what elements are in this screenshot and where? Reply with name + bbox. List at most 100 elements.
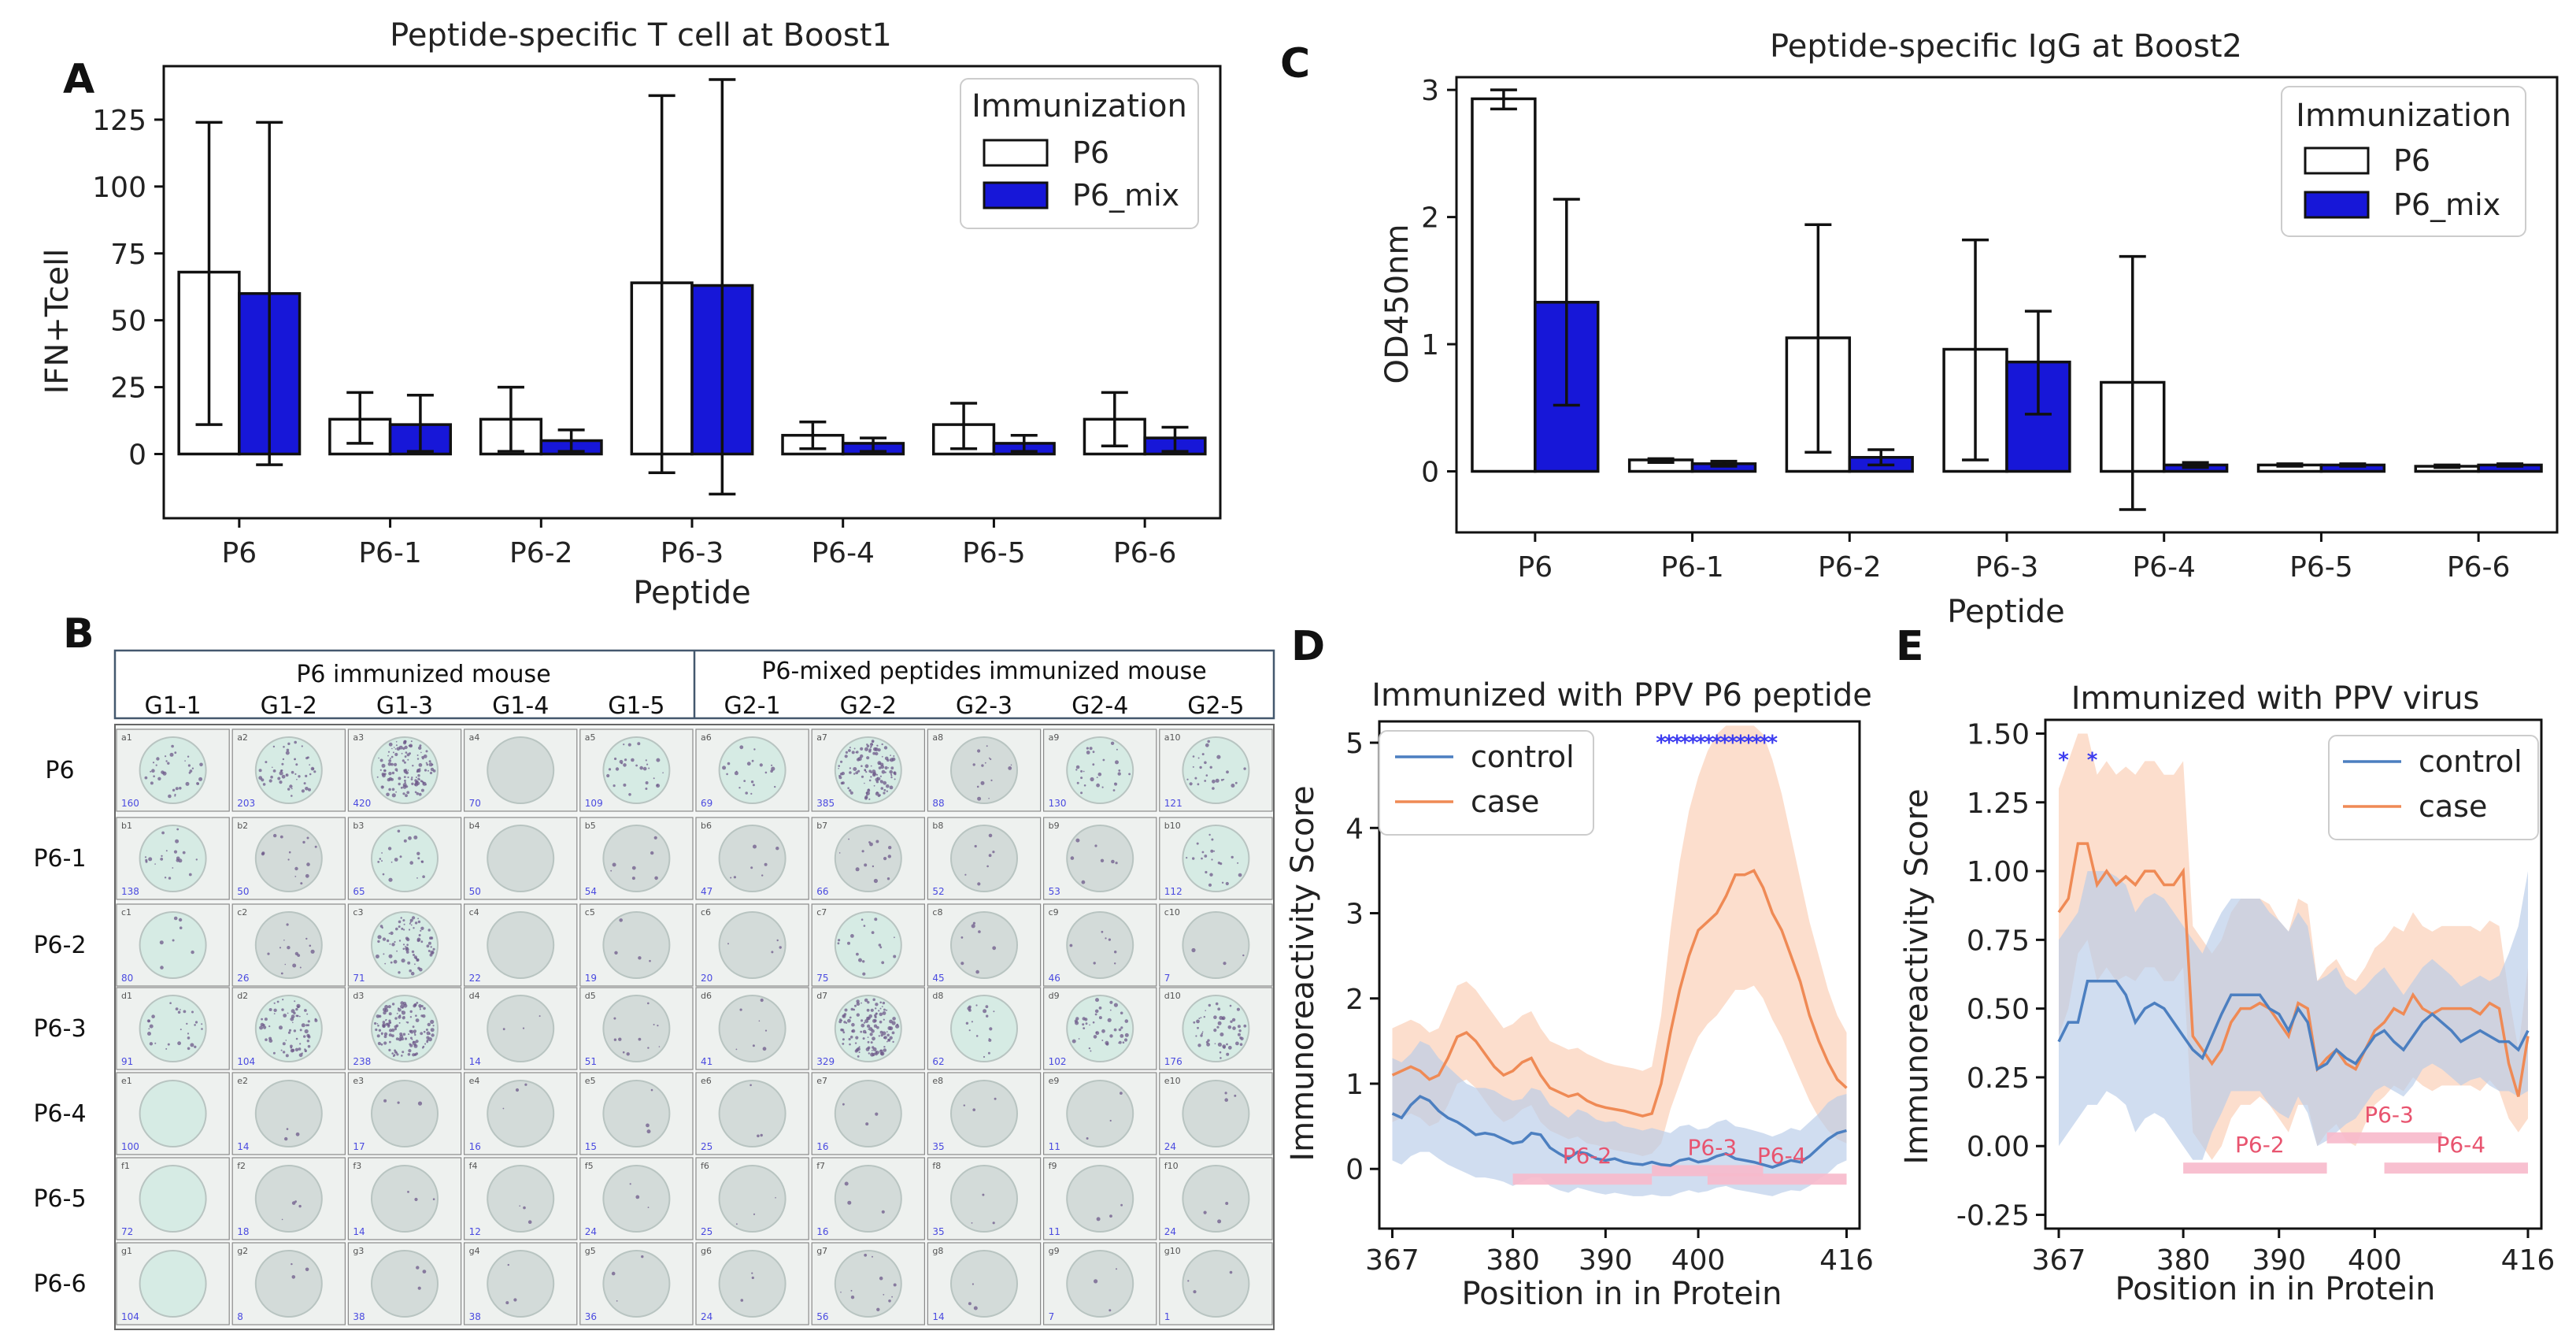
elispot-spot <box>872 772 877 776</box>
elispot-spot <box>191 1010 194 1014</box>
elispot-spot <box>377 861 380 863</box>
elispot-spot <box>284 1136 288 1141</box>
elispot-spot <box>381 763 386 768</box>
elispot-spot <box>265 1038 268 1041</box>
elispot-well-id: c2 <box>237 907 247 918</box>
elispot-spot <box>1227 1025 1232 1029</box>
elispot-spot <box>749 1084 752 1087</box>
elispot-well-id: a10 <box>1164 732 1181 743</box>
elispot-spot <box>282 999 284 1001</box>
elispot-spot <box>296 778 298 780</box>
elispot-well-id: g3 <box>353 1246 364 1256</box>
elispot-spot <box>884 766 888 770</box>
elispot-spot <box>416 937 421 942</box>
elispot-spot <box>873 784 875 787</box>
elispot-spot <box>507 1263 509 1266</box>
chart-c-xlabel: Peptide <box>1947 594 2065 630</box>
elispot-spot <box>1092 763 1095 766</box>
elispot-spot <box>288 851 291 854</box>
elispot-spot <box>306 1013 309 1015</box>
elispot-spot <box>986 865 989 868</box>
elispot-spot <box>1107 1018 1112 1022</box>
elispot-spot <box>871 931 875 934</box>
elispot-well <box>487 1080 555 1147</box>
elispot-well <box>1066 825 1134 892</box>
elispot-spot <box>878 1035 880 1037</box>
elispot-spot <box>1223 962 1227 966</box>
elispot-spot <box>1235 1041 1239 1046</box>
elispot-spot <box>890 773 892 776</box>
elispot-spot <box>840 760 843 763</box>
elispot-spot <box>502 1028 505 1031</box>
elispot-spot <box>175 1007 179 1010</box>
elispot-well-id: b5 <box>585 821 596 831</box>
elispot-spot <box>146 1019 150 1023</box>
elispot-spot <box>628 793 631 796</box>
elispot-spot <box>396 747 401 751</box>
elispot-spot <box>879 775 882 777</box>
elispot-spot <box>849 1043 851 1046</box>
y-tick-label: 0.25 <box>1967 1062 2030 1095</box>
elispot-spot <box>386 792 390 797</box>
elispot-spot <box>1220 1057 1222 1059</box>
elispot-well-id: c10 <box>1164 907 1180 918</box>
elispot-spot <box>1217 1007 1221 1011</box>
elispot-spot <box>1220 1032 1224 1036</box>
elispot-spot <box>1238 1029 1242 1032</box>
elispot-spot <box>273 1013 276 1014</box>
elispot-spot <box>418 792 422 796</box>
elispot-well-id: b9 <box>1049 821 1060 831</box>
elispot-spot <box>613 1017 616 1020</box>
elispot-spot <box>606 773 610 778</box>
elispot-spot <box>853 747 856 750</box>
elispot-spot-count: 71 <box>353 973 365 984</box>
elispot-spot <box>144 856 147 858</box>
elispot-spot <box>377 1041 381 1046</box>
elispot-spot <box>1229 1270 1233 1274</box>
elispot-spot <box>1205 1040 1208 1044</box>
elispot-spot <box>1215 1002 1219 1006</box>
elispot-well-id: e2 <box>237 1076 248 1086</box>
elispot-spot <box>986 745 988 747</box>
elispot-well <box>139 911 207 979</box>
elispot-spot <box>876 1307 880 1312</box>
elispot-spot <box>172 788 176 791</box>
elispot-spot <box>1096 783 1100 788</box>
elispot-spot <box>1226 1052 1230 1056</box>
elispot-spot <box>615 767 620 771</box>
elispot-spot <box>879 1020 883 1024</box>
elispot-spot <box>1231 784 1235 788</box>
elispot-spot <box>298 1015 301 1018</box>
elispot-spot <box>277 777 281 780</box>
elispot-spot <box>165 760 168 762</box>
elispot-spot <box>1083 770 1085 773</box>
elispot-spot <box>173 916 178 921</box>
elispot-spot <box>1192 766 1194 768</box>
elispot-spot <box>174 751 177 754</box>
elispot-spot-count: 11 <box>1049 1226 1060 1237</box>
elispot-spot <box>284 963 287 966</box>
elispot-spot <box>738 787 741 789</box>
elispot-spot <box>875 1003 879 1006</box>
elispot-spot <box>1208 883 1212 887</box>
elispot-spot <box>889 1036 893 1040</box>
y-tick-label: 3 <box>1345 899 1364 931</box>
elispot-spot <box>382 1021 386 1024</box>
elispot-well-id: g7 <box>816 1246 827 1256</box>
panel-label-a: A <box>63 56 94 103</box>
elispot-column-header: G1-5 <box>608 692 664 720</box>
elispot-spot <box>875 1112 879 1116</box>
elispot-spot <box>294 758 296 761</box>
elispot-spot <box>299 1043 302 1045</box>
elispot-spot <box>856 1013 861 1017</box>
y-tick-label: 0.75 <box>1967 925 2030 957</box>
elispot-spot <box>286 748 290 752</box>
elispot-spot <box>971 1021 973 1023</box>
elispot-spot <box>848 749 851 752</box>
elispot-spot <box>184 760 186 762</box>
elispot-spot <box>399 1034 404 1039</box>
elispot-well-id: c9 <box>1049 907 1059 918</box>
elispot-well <box>718 1165 786 1233</box>
elispot-spot <box>1076 781 1079 784</box>
elispot-spot <box>1232 1026 1236 1030</box>
